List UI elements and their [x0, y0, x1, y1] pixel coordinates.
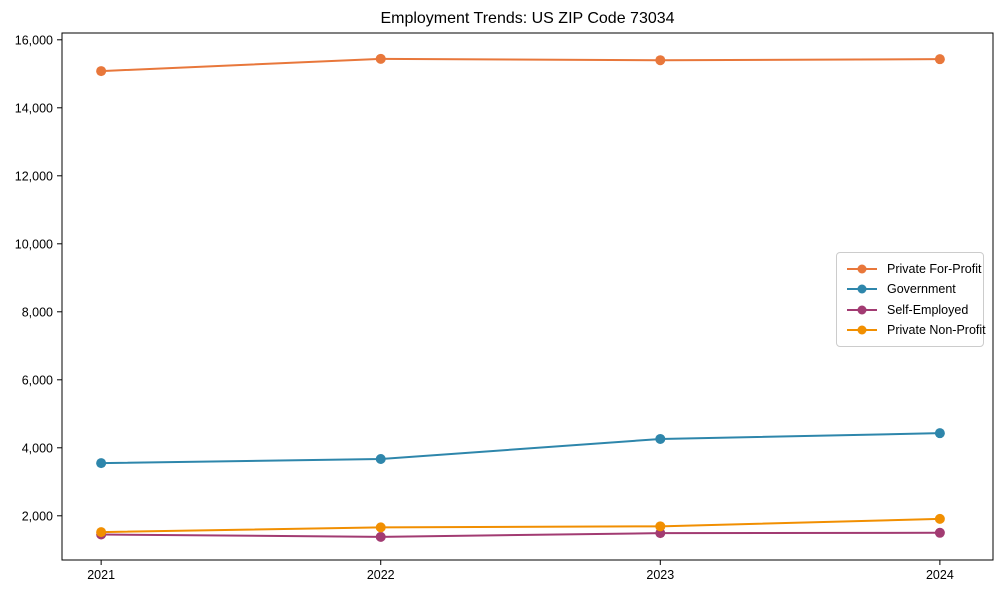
chart-title: Employment Trends: US ZIP Code 73034	[380, 10, 675, 27]
y-tick-label: 16,000	[15, 33, 53, 47]
legend-item: Government	[845, 279, 975, 299]
y-tick-label: 14,000	[15, 101, 53, 115]
legend-label: Government	[887, 282, 956, 297]
y-tick-label: 12,000	[15, 169, 53, 183]
legend-swatch	[847, 264, 877, 274]
series-line-self-employed	[101, 531, 940, 538]
series-marker-private-for-profit	[655, 55, 666, 66]
series-marker-government	[655, 433, 666, 444]
y-tick-label: 4,000	[22, 441, 53, 455]
series-line-private-for-profit	[101, 57, 940, 73]
series-marker-private-non-profit	[655, 521, 666, 532]
y-tick-label: 8,000	[22, 305, 53, 319]
series-marker-government	[934, 428, 945, 439]
series-marker-government	[96, 458, 107, 469]
series-marker-private-non-profit	[934, 513, 945, 524]
series-marker-government	[375, 454, 386, 465]
legend: Private For-Profit Government Self-Employe…	[836, 252, 986, 347]
x-tick-label: 2021	[87, 568, 115, 582]
y-tick-label: 2,000	[22, 509, 53, 523]
plot-border	[61, 32, 994, 561]
x-tick-label: 2023	[646, 568, 674, 582]
series-line-private-non-profit	[101, 517, 940, 534]
series-marker-self-employed	[375, 531, 386, 542]
legend-label: Self-Employed	[887, 302, 969, 317]
legend-label: Private Non-Profit	[887, 322, 986, 337]
series-line-government	[101, 432, 940, 465]
series-marker-private-for-profit	[375, 53, 386, 64]
legend-label: Private For-Profit	[887, 262, 982, 277]
series-marker-self-employed	[934, 527, 945, 538]
x-tick-label: 2024	[926, 568, 954, 582]
series-marker-private-for-profit	[934, 54, 945, 65]
legend-swatch	[847, 325, 877, 335]
series-marker-private-for-profit	[96, 66, 107, 77]
y-tick-label: 6,000	[22, 373, 53, 387]
series-marker-private-non-profit	[96, 527, 107, 538]
legend-swatch	[847, 284, 877, 294]
legend-item: Private Non-Profit	[845, 320, 986, 340]
legend-item: Self-Employed	[845, 300, 975, 320]
legend-swatch	[847, 305, 877, 315]
x-tick-label: 2022	[367, 568, 395, 582]
y-tick-label: 10,000	[15, 237, 53, 251]
legend-item: Private For-Profit	[845, 259, 981, 279]
series-marker-private-non-profit	[375, 522, 386, 533]
